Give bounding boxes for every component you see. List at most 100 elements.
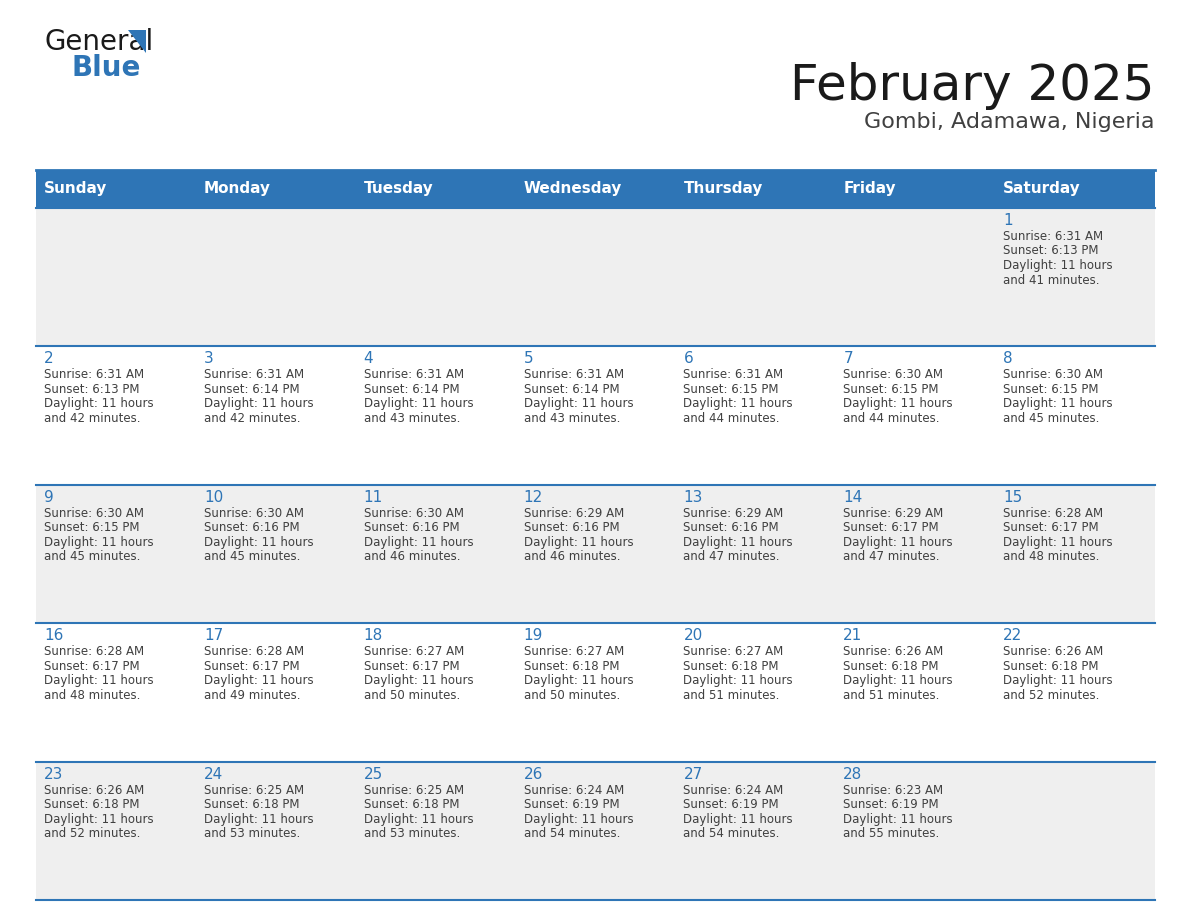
Text: and 41 minutes.: and 41 minutes. [1003,274,1100,286]
Text: and 50 minutes.: and 50 minutes. [364,688,460,701]
Text: Sunrise: 6:26 AM: Sunrise: 6:26 AM [44,784,144,797]
Text: 8: 8 [1003,352,1012,366]
Text: 11: 11 [364,490,383,505]
Text: Sunset: 6:14 PM: Sunset: 6:14 PM [524,383,619,396]
Text: and 44 minutes.: and 44 minutes. [683,412,781,425]
Text: and 55 minutes.: and 55 minutes. [843,827,940,840]
Bar [36,346,1155,485]
Text: Sunset: 6:19 PM: Sunset: 6:19 PM [843,798,939,812]
Text: Daylight: 11 hours: Daylight: 11 hours [683,536,794,549]
Text: Thursday: Thursday [683,182,763,196]
Text: 2: 2 [44,352,53,366]
Text: Sunset: 6:16 PM: Sunset: 6:16 PM [524,521,619,534]
Text: Sunrise: 6:30 AM: Sunrise: 6:30 AM [364,507,463,520]
Text: Sunrise: 6:29 AM: Sunrise: 6:29 AM [683,507,784,520]
Text: Daylight: 11 hours: Daylight: 11 hours [44,536,153,549]
Text: Sunrise: 6:29 AM: Sunrise: 6:29 AM [524,507,624,520]
Text: Wednesday: Wednesday [524,182,623,196]
Text: 12: 12 [524,490,543,505]
Bar [36,623,1155,762]
Text: and 52 minutes.: and 52 minutes. [1003,688,1100,701]
Text: Daylight: 11 hours: Daylight: 11 hours [843,674,953,688]
Bar [36,485,1155,623]
Text: 23: 23 [44,767,63,781]
Bar [36,170,1155,208]
Text: Sunrise: 6:30 AM: Sunrise: 6:30 AM [44,507,144,520]
Text: Sunset: 6:16 PM: Sunset: 6:16 PM [204,521,299,534]
Text: 13: 13 [683,490,703,505]
Text: Daylight: 11 hours: Daylight: 11 hours [44,812,153,825]
Text: and 52 minutes.: and 52 minutes. [44,827,140,840]
Text: Sunrise: 6:25 AM: Sunrise: 6:25 AM [204,784,304,797]
Bar [36,208,1155,346]
Text: Daylight: 11 hours: Daylight: 11 hours [204,674,314,688]
Text: and 43 minutes.: and 43 minutes. [364,412,460,425]
Text: 9: 9 [44,490,53,505]
Text: and 54 minutes.: and 54 minutes. [524,827,620,840]
Text: Daylight: 11 hours: Daylight: 11 hours [524,812,633,825]
Text: Blue: Blue [72,54,141,82]
Text: and 46 minutes.: and 46 minutes. [364,550,460,564]
Text: Sunrise: 6:30 AM: Sunrise: 6:30 AM [1003,368,1104,381]
Text: Friday: Friday [843,182,896,196]
Text: Sunset: 6:16 PM: Sunset: 6:16 PM [364,521,460,534]
Text: Sunrise: 6:30 AM: Sunrise: 6:30 AM [843,368,943,381]
Text: and 42 minutes.: and 42 minutes. [44,412,140,425]
Text: and 51 minutes.: and 51 minutes. [843,688,940,701]
Text: Sunset: 6:19 PM: Sunset: 6:19 PM [524,798,619,812]
Text: Tuesday: Tuesday [364,182,434,196]
Text: Sunrise: 6:27 AM: Sunrise: 6:27 AM [364,645,465,658]
Text: Daylight: 11 hours: Daylight: 11 hours [524,536,633,549]
Text: Sunset: 6:17 PM: Sunset: 6:17 PM [44,660,140,673]
Text: 7: 7 [843,352,853,366]
Text: February 2025: February 2025 [790,62,1155,110]
Text: and 54 minutes.: and 54 minutes. [683,827,779,840]
Text: Gombi, Adamawa, Nigeria: Gombi, Adamawa, Nigeria [865,112,1155,132]
Text: Daylight: 11 hours: Daylight: 11 hours [204,536,314,549]
Text: 10: 10 [204,490,223,505]
Text: Daylight: 11 hours: Daylight: 11 hours [1003,536,1113,549]
Text: Daylight: 11 hours: Daylight: 11 hours [204,397,314,410]
Text: Sunrise: 6:23 AM: Sunrise: 6:23 AM [843,784,943,797]
Text: 4: 4 [364,352,373,366]
Text: 25: 25 [364,767,383,781]
Text: 16: 16 [44,628,63,644]
Text: Sunrise: 6:27 AM: Sunrise: 6:27 AM [683,645,784,658]
Text: Daylight: 11 hours: Daylight: 11 hours [44,397,153,410]
Text: 28: 28 [843,767,862,781]
Text: Saturday: Saturday [1003,182,1081,196]
Text: and 53 minutes.: and 53 minutes. [204,827,301,840]
Text: Sunset: 6:15 PM: Sunset: 6:15 PM [44,521,139,534]
Text: Sunset: 6:15 PM: Sunset: 6:15 PM [683,383,779,396]
Text: and 48 minutes.: and 48 minutes. [1003,550,1100,564]
Text: Sunset: 6:18 PM: Sunset: 6:18 PM [1003,660,1099,673]
Text: Daylight: 11 hours: Daylight: 11 hours [364,397,473,410]
Text: Daylight: 11 hours: Daylight: 11 hours [683,397,794,410]
Bar [36,762,1155,900]
Text: and 45 minutes.: and 45 minutes. [1003,412,1100,425]
Text: Sunrise: 6:31 AM: Sunrise: 6:31 AM [683,368,784,381]
Text: Daylight: 11 hours: Daylight: 11 hours [524,397,633,410]
Text: and 48 minutes.: and 48 minutes. [44,688,140,701]
Text: Daylight: 11 hours: Daylight: 11 hours [364,812,473,825]
Text: 22: 22 [1003,628,1023,644]
Text: Sunrise: 6:24 AM: Sunrise: 6:24 AM [683,784,784,797]
Text: Daylight: 11 hours: Daylight: 11 hours [364,674,473,688]
Text: Sunset: 6:13 PM: Sunset: 6:13 PM [1003,244,1099,258]
Text: and 47 minutes.: and 47 minutes. [843,550,940,564]
Text: Sunday: Sunday [44,182,107,196]
Text: Sunset: 6:17 PM: Sunset: 6:17 PM [843,521,939,534]
Text: Sunset: 6:15 PM: Sunset: 6:15 PM [1003,383,1099,396]
Text: Daylight: 11 hours: Daylight: 11 hours [364,536,473,549]
Text: 24: 24 [204,767,223,781]
Text: Sunrise: 6:28 AM: Sunrise: 6:28 AM [204,645,304,658]
Text: 21: 21 [843,628,862,644]
Text: Sunrise: 6:27 AM: Sunrise: 6:27 AM [524,645,624,658]
Text: Daylight: 11 hours: Daylight: 11 hours [683,674,794,688]
Text: Monday: Monday [204,182,271,196]
Text: Sunset: 6:19 PM: Sunset: 6:19 PM [683,798,779,812]
Text: and 42 minutes.: and 42 minutes. [204,412,301,425]
Text: 17: 17 [204,628,223,644]
Text: Sunset: 6:17 PM: Sunset: 6:17 PM [364,660,460,673]
Text: Sunrise: 6:24 AM: Sunrise: 6:24 AM [524,784,624,797]
